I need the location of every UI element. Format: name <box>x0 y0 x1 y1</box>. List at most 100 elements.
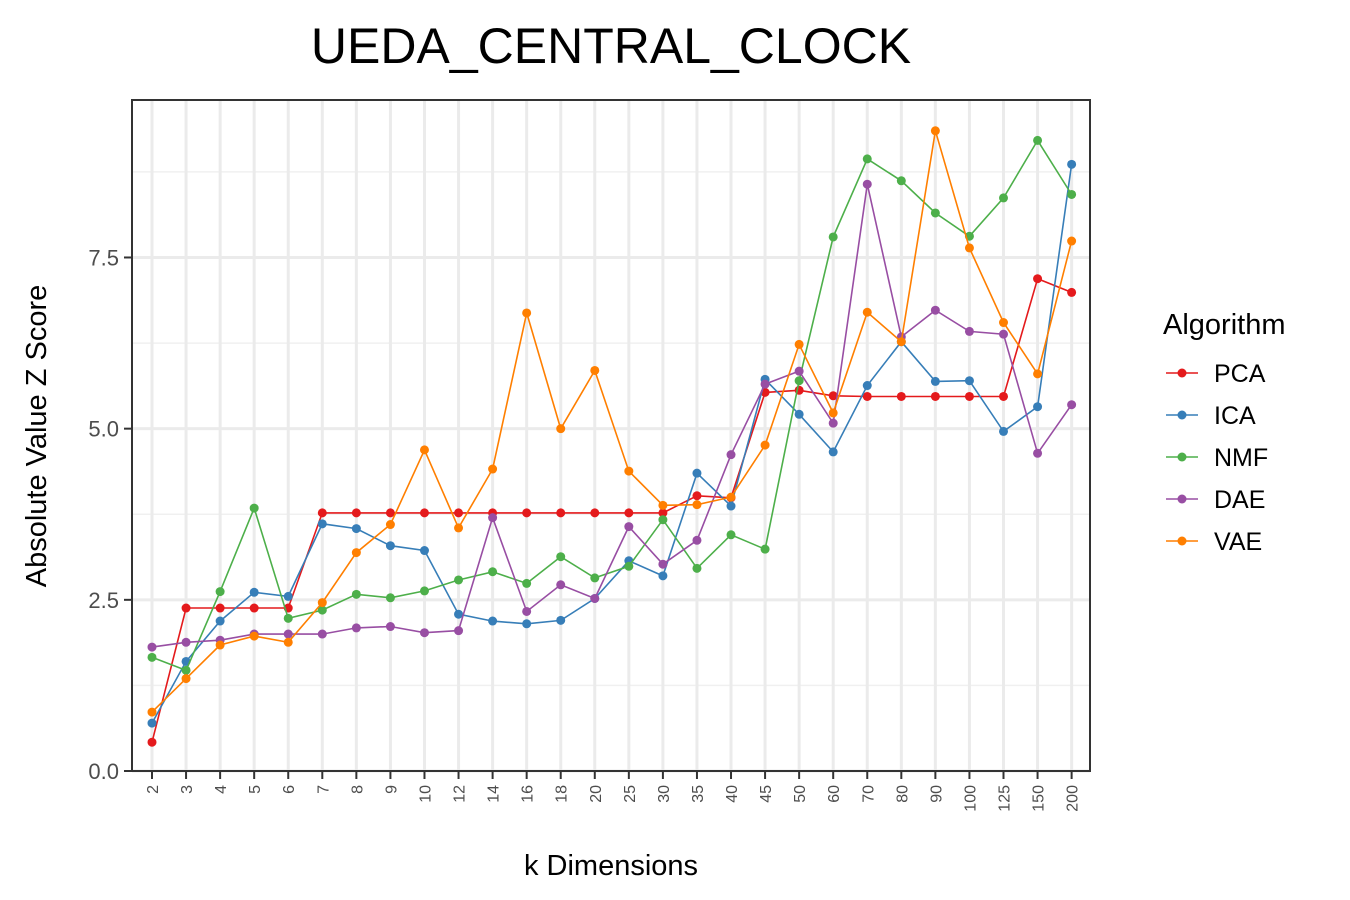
data-point-nmf <box>283 613 293 623</box>
y-tick-label: 5.0 <box>88 417 119 442</box>
data-point-dae <box>760 379 770 389</box>
x-tick-label: 6 <box>281 785 298 794</box>
plot-panel-border <box>131 99 1091 772</box>
data-point-vae <box>556 424 566 434</box>
data-point-dae <box>147 642 157 652</box>
data-point-vae <box>930 126 940 136</box>
x-tick-label: 3 <box>179 785 196 794</box>
legend-item-pca: PCA <box>1166 360 1266 388</box>
y-tick-label: 0.0 <box>88 759 119 784</box>
data-point-nmf <box>488 567 498 577</box>
data-point-dae <box>1033 448 1043 458</box>
data-point-ica <box>1033 402 1043 412</box>
data-point-nmf <box>658 515 668 525</box>
x-tick-label: 10 <box>417 785 434 803</box>
x-tick-label: 12 <box>452 785 469 803</box>
x-tick-label: 4 <box>213 785 230 794</box>
x-axis: 2 3 4 5 6 7 8 9 10 12 14 16 18 20 25 30 35 40 45 50 60 70 80 90… <box>145 771 1082 812</box>
legend-key-point-nmf <box>1177 452 1187 462</box>
data-point-pca <box>828 391 838 401</box>
data-point-ica <box>419 546 429 556</box>
data-point-vae <box>317 598 327 608</box>
data-point-ica <box>488 616 498 626</box>
legend-title: Algorithm <box>1163 309 1286 341</box>
series-line-dae <box>151 184 1073 648</box>
data-point-vae <box>760 440 770 450</box>
data-point-nmf <box>215 587 225 597</box>
data-point-dae <box>658 559 668 569</box>
x-tick-label: 35 <box>690 785 707 803</box>
x-tick-label: 7 <box>315 785 332 794</box>
x-tick-label: 20 <box>588 785 605 803</box>
data-point-nmf <box>351 589 361 599</box>
data-point-vae <box>215 640 225 650</box>
data-point-pca <box>317 508 327 518</box>
x-tick-label: 18 <box>554 785 571 803</box>
data-point-vae <box>964 243 974 253</box>
x-tick-label: 5 <box>247 785 264 794</box>
x-tick-label: 2 <box>145 785 162 794</box>
data-point-vae <box>283 637 293 647</box>
data-point-pca <box>1067 287 1077 297</box>
data-point-pca <box>556 508 566 518</box>
x-tick-label: 90 <box>928 785 945 803</box>
data-point-nmf <box>1033 135 1043 145</box>
legend-label-nmf: NMF <box>1214 444 1268 472</box>
data-point-nmf <box>454 575 464 585</box>
x-tick-label: 50 <box>792 785 809 803</box>
data-point-dae <box>317 629 327 639</box>
data-point-ica <box>726 501 736 511</box>
data-point-vae <box>624 466 634 476</box>
y-tick-label: 2.5 <box>88 588 119 613</box>
data-point-dae <box>385 622 395 632</box>
legend-item-nmf: NMF <box>1166 444 1268 472</box>
data-point-ica <box>930 376 940 386</box>
data-point-pca <box>419 508 429 518</box>
data-point-nmf <box>385 593 395 603</box>
data-point-vae <box>181 674 191 684</box>
legend-key-point-ica <box>1177 410 1187 420</box>
data-point-pca <box>522 508 532 518</box>
x-tick-label: 14 <box>486 785 503 803</box>
x-tick-label: 25 <box>622 785 639 803</box>
x-axis-title: k Dimensions <box>524 850 698 882</box>
y-tick-label: 7.5 <box>88 245 119 270</box>
legend: Algorithm PCA ICA NMF DAE VAE <box>1163 309 1286 556</box>
data-point-pca <box>862 391 872 401</box>
data-point-vae <box>828 408 838 418</box>
data-point-dae <box>419 628 429 638</box>
legend-label-dae: DAE <box>1214 486 1265 514</box>
data-point-dae <box>964 326 974 336</box>
data-point-dae <box>930 305 940 315</box>
data-point-pca <box>590 508 600 518</box>
data-point-pca <box>249 603 259 613</box>
data-point-dae <box>726 450 736 460</box>
data-point-nmf <box>999 193 1008 203</box>
data-point-vae <box>1033 369 1043 379</box>
legend-item-vae: VAE <box>1166 528 1262 556</box>
data-point-pca <box>215 603 225 613</box>
x-tick-label: 200 <box>1065 785 1082 812</box>
data-point-dae <box>556 580 566 590</box>
data-point-pca <box>964 391 974 401</box>
x-tick-label: 40 <box>724 785 741 803</box>
data-point-nmf <box>522 578 532 588</box>
data-point-pca <box>624 508 634 518</box>
data-point-nmf <box>419 586 429 596</box>
data-point-nmf <box>726 530 736 540</box>
x-tick-label: 8 <box>349 785 366 794</box>
data-point-ica <box>522 619 532 629</box>
data-point-nmf <box>624 561 634 571</box>
legend-label-pca: PCA <box>1214 360 1266 388</box>
data-point-pca <box>181 603 191 613</box>
x-tick-label: 30 <box>656 785 673 803</box>
data-point-pca <box>999 391 1008 401</box>
data-point-vae <box>794 339 804 349</box>
x-tick-label: 100 <box>962 785 979 812</box>
chart-title: UEDA_CENTRAL_CLOCK <box>311 18 911 74</box>
data-point-ica <box>249 587 259 597</box>
data-point-dae <box>1067 400 1077 410</box>
data-point-nmf <box>828 232 838 242</box>
data-point-dae <box>624 522 634 532</box>
legend-label-ica: ICA <box>1214 402 1256 430</box>
